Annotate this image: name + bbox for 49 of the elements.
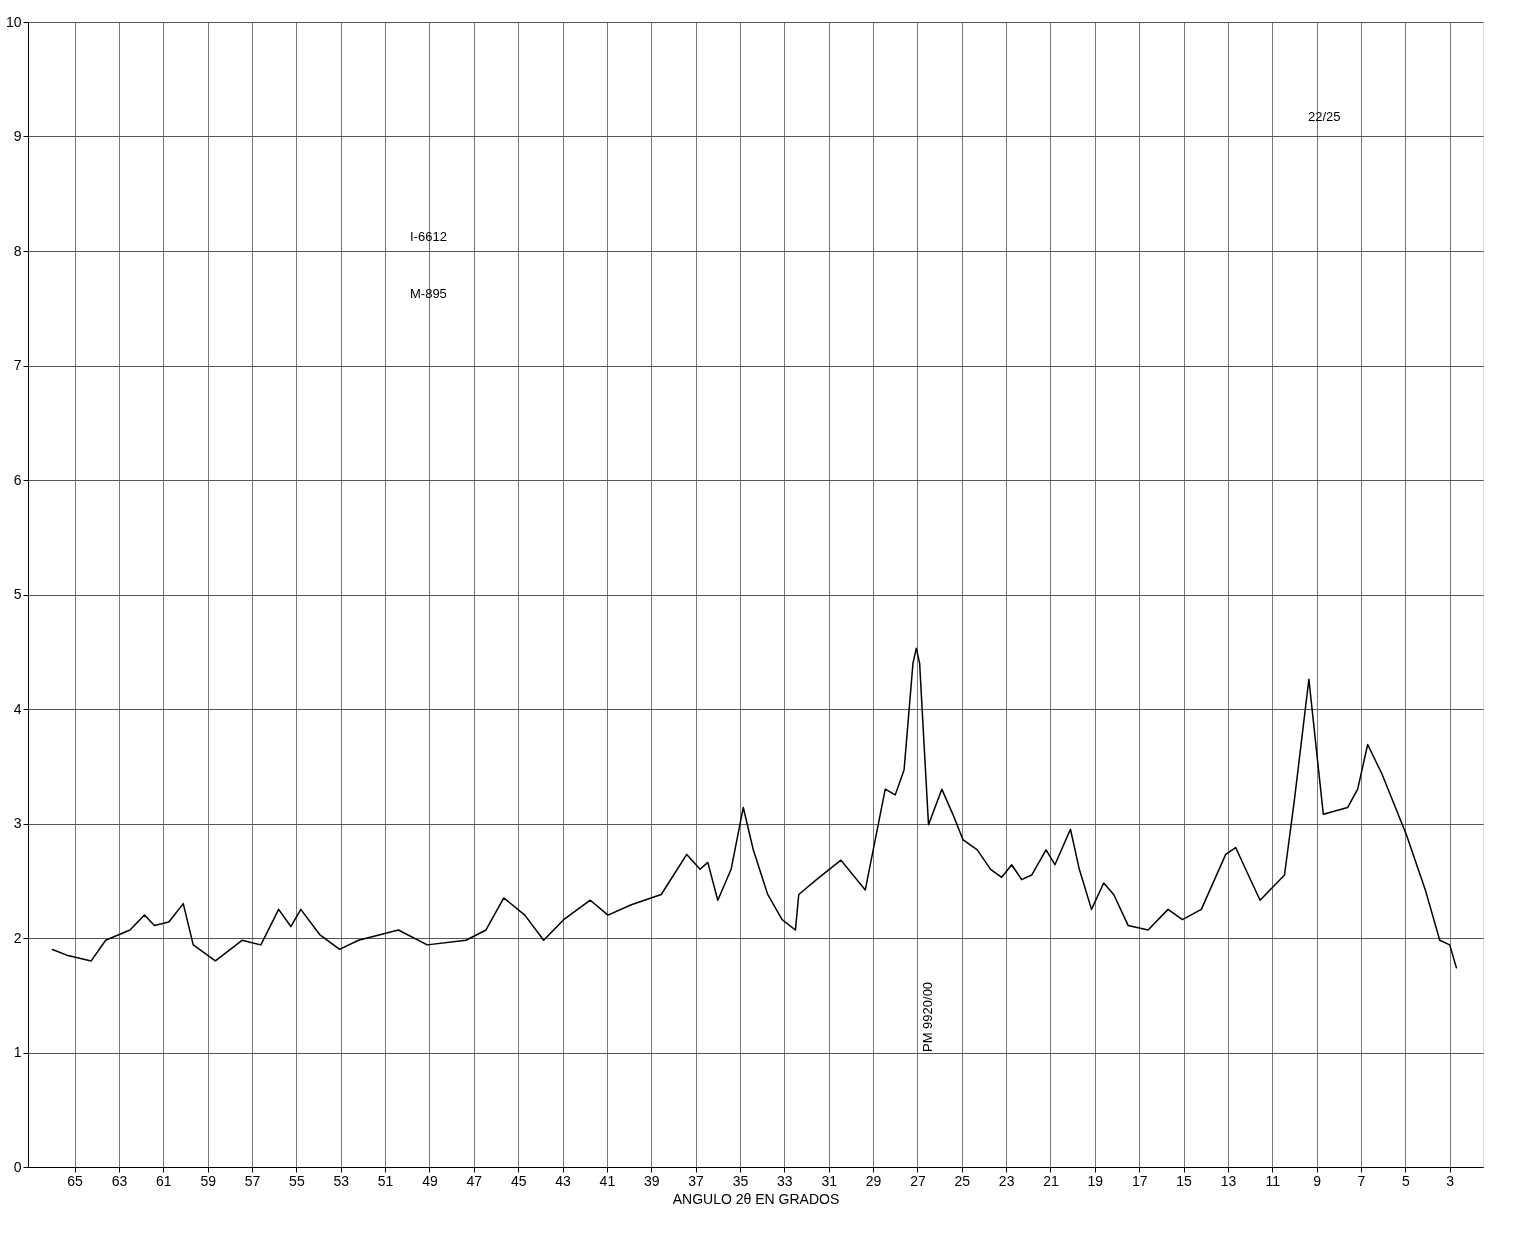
- x-tick-label: 21: [1043, 1172, 1059, 1189]
- x-tick-label: 61: [156, 1172, 172, 1189]
- y-tick-label: 9: [13, 128, 22, 144]
- x-tick-label: 7: [1357, 1172, 1366, 1189]
- x-tick-label: 49: [422, 1172, 438, 1189]
- annotation: I-6612: [410, 229, 447, 244]
- x-tick-label: 11: [1265, 1172, 1281, 1189]
- x-tick-label: 51: [377, 1172, 394, 1189]
- x-tick-label: 27: [910, 1172, 926, 1189]
- y-tick-label: 10: [5, 13, 22, 30]
- x-tick-label: 57: [244, 1172, 261, 1189]
- x-tick-label: 33: [777, 1172, 793, 1189]
- y-tick-label: 7: [13, 357, 22, 373]
- y-tick-label: 1: [13, 1044, 22, 1060]
- x-tick-label: 17: [1131, 1172, 1148, 1189]
- annotation: 22/25: [1308, 109, 1341, 124]
- y-tick-label: 4: [13, 700, 22, 717]
- x-tick-label: 39: [643, 1172, 660, 1189]
- x-tick-label: 43: [555, 1172, 572, 1189]
- x-tick-label: 29: [865, 1172, 882, 1189]
- x-tick-label: 63: [111, 1172, 128, 1189]
- x-tick-label: 5: [1401, 1172, 1410, 1189]
- x-tick-label: 25: [954, 1172, 971, 1189]
- x-tick-label: 47: [466, 1172, 483, 1189]
- y-tick-label: 6: [13, 471, 22, 488]
- x-tick-label: 35: [732, 1172, 749, 1189]
- x-tick-label: 53: [333, 1172, 350, 1189]
- x-tick-label: 65: [67, 1172, 84, 1189]
- x-tick-label: 15: [1176, 1172, 1193, 1189]
- annotation: M-895: [410, 286, 447, 301]
- y-tick-label: 2: [13, 929, 22, 946]
- line-series: [51, 647, 1458, 969]
- x-tick-label: 45: [510, 1172, 527, 1189]
- x-tick-label: 19: [1087, 1172, 1104, 1189]
- x-tick-label: 31: [821, 1172, 838, 1189]
- x-tick-label: 13: [1220, 1172, 1237, 1189]
- y-tick-label: 5: [13, 586, 22, 602]
- x-tick-label: 23: [998, 1172, 1015, 1189]
- x-tick-label: 55: [289, 1172, 305, 1189]
- y-tick-label: 8: [13, 242, 22, 259]
- x-tick-label: 9: [1313, 1172, 1322, 1189]
- x-tick-label: 41: [599, 1172, 616, 1189]
- x-tick-label: 3: [1446, 1172, 1455, 1189]
- x-tick-label: 59: [200, 1172, 217, 1189]
- y-tick-label: 0: [13, 1158, 22, 1175]
- x-tick-label: 37: [688, 1172, 705, 1189]
- x-axis-title: ANGULO 2θ EN GRADOS: [672, 1190, 840, 1207]
- y-tick-label: 3: [13, 815, 22, 831]
- annotation: PM 9920/00: [920, 981, 935, 1052]
